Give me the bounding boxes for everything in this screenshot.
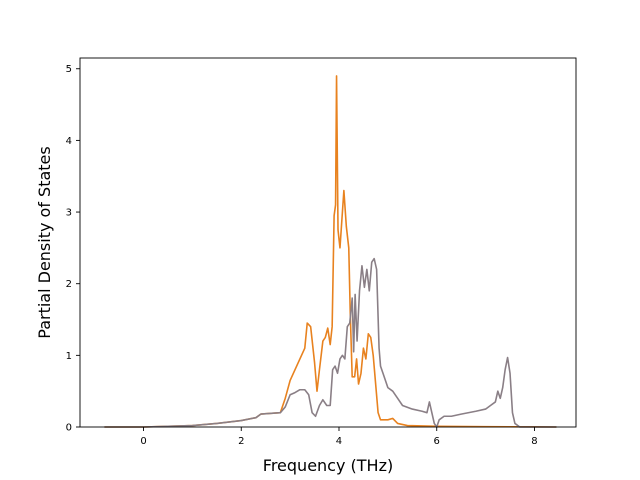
x-tick-label: 8: [531, 436, 537, 447]
y-axis-label: Partial Density of States: [35, 146, 54, 338]
y-tick-label: 4: [66, 136, 72, 147]
series-line-1: [104, 75, 557, 428]
x-tick-label: 2: [238, 436, 244, 447]
y-tick-label: 2: [66, 279, 72, 290]
y-tick-label: 1: [66, 351, 72, 362]
y-tick-label: 5: [66, 64, 72, 75]
x-tick-label: 6: [434, 436, 440, 447]
series-lines: [104, 75, 557, 428]
x-ticks: 0 2 4 6 8: [140, 427, 538, 447]
x-axis-label: Frequency (THz): [263, 456, 393, 475]
x-tick-label: 0: [140, 436, 146, 447]
plot-frame: [79, 57, 577, 428]
y-tick-label: 0: [66, 423, 72, 434]
y-tick-label: 3: [66, 208, 72, 219]
y-ticks: 0 1 2 3 4 5: [66, 64, 80, 434]
series-line-2: [104, 257, 557, 428]
x-tick-label: 4: [336, 436, 342, 447]
